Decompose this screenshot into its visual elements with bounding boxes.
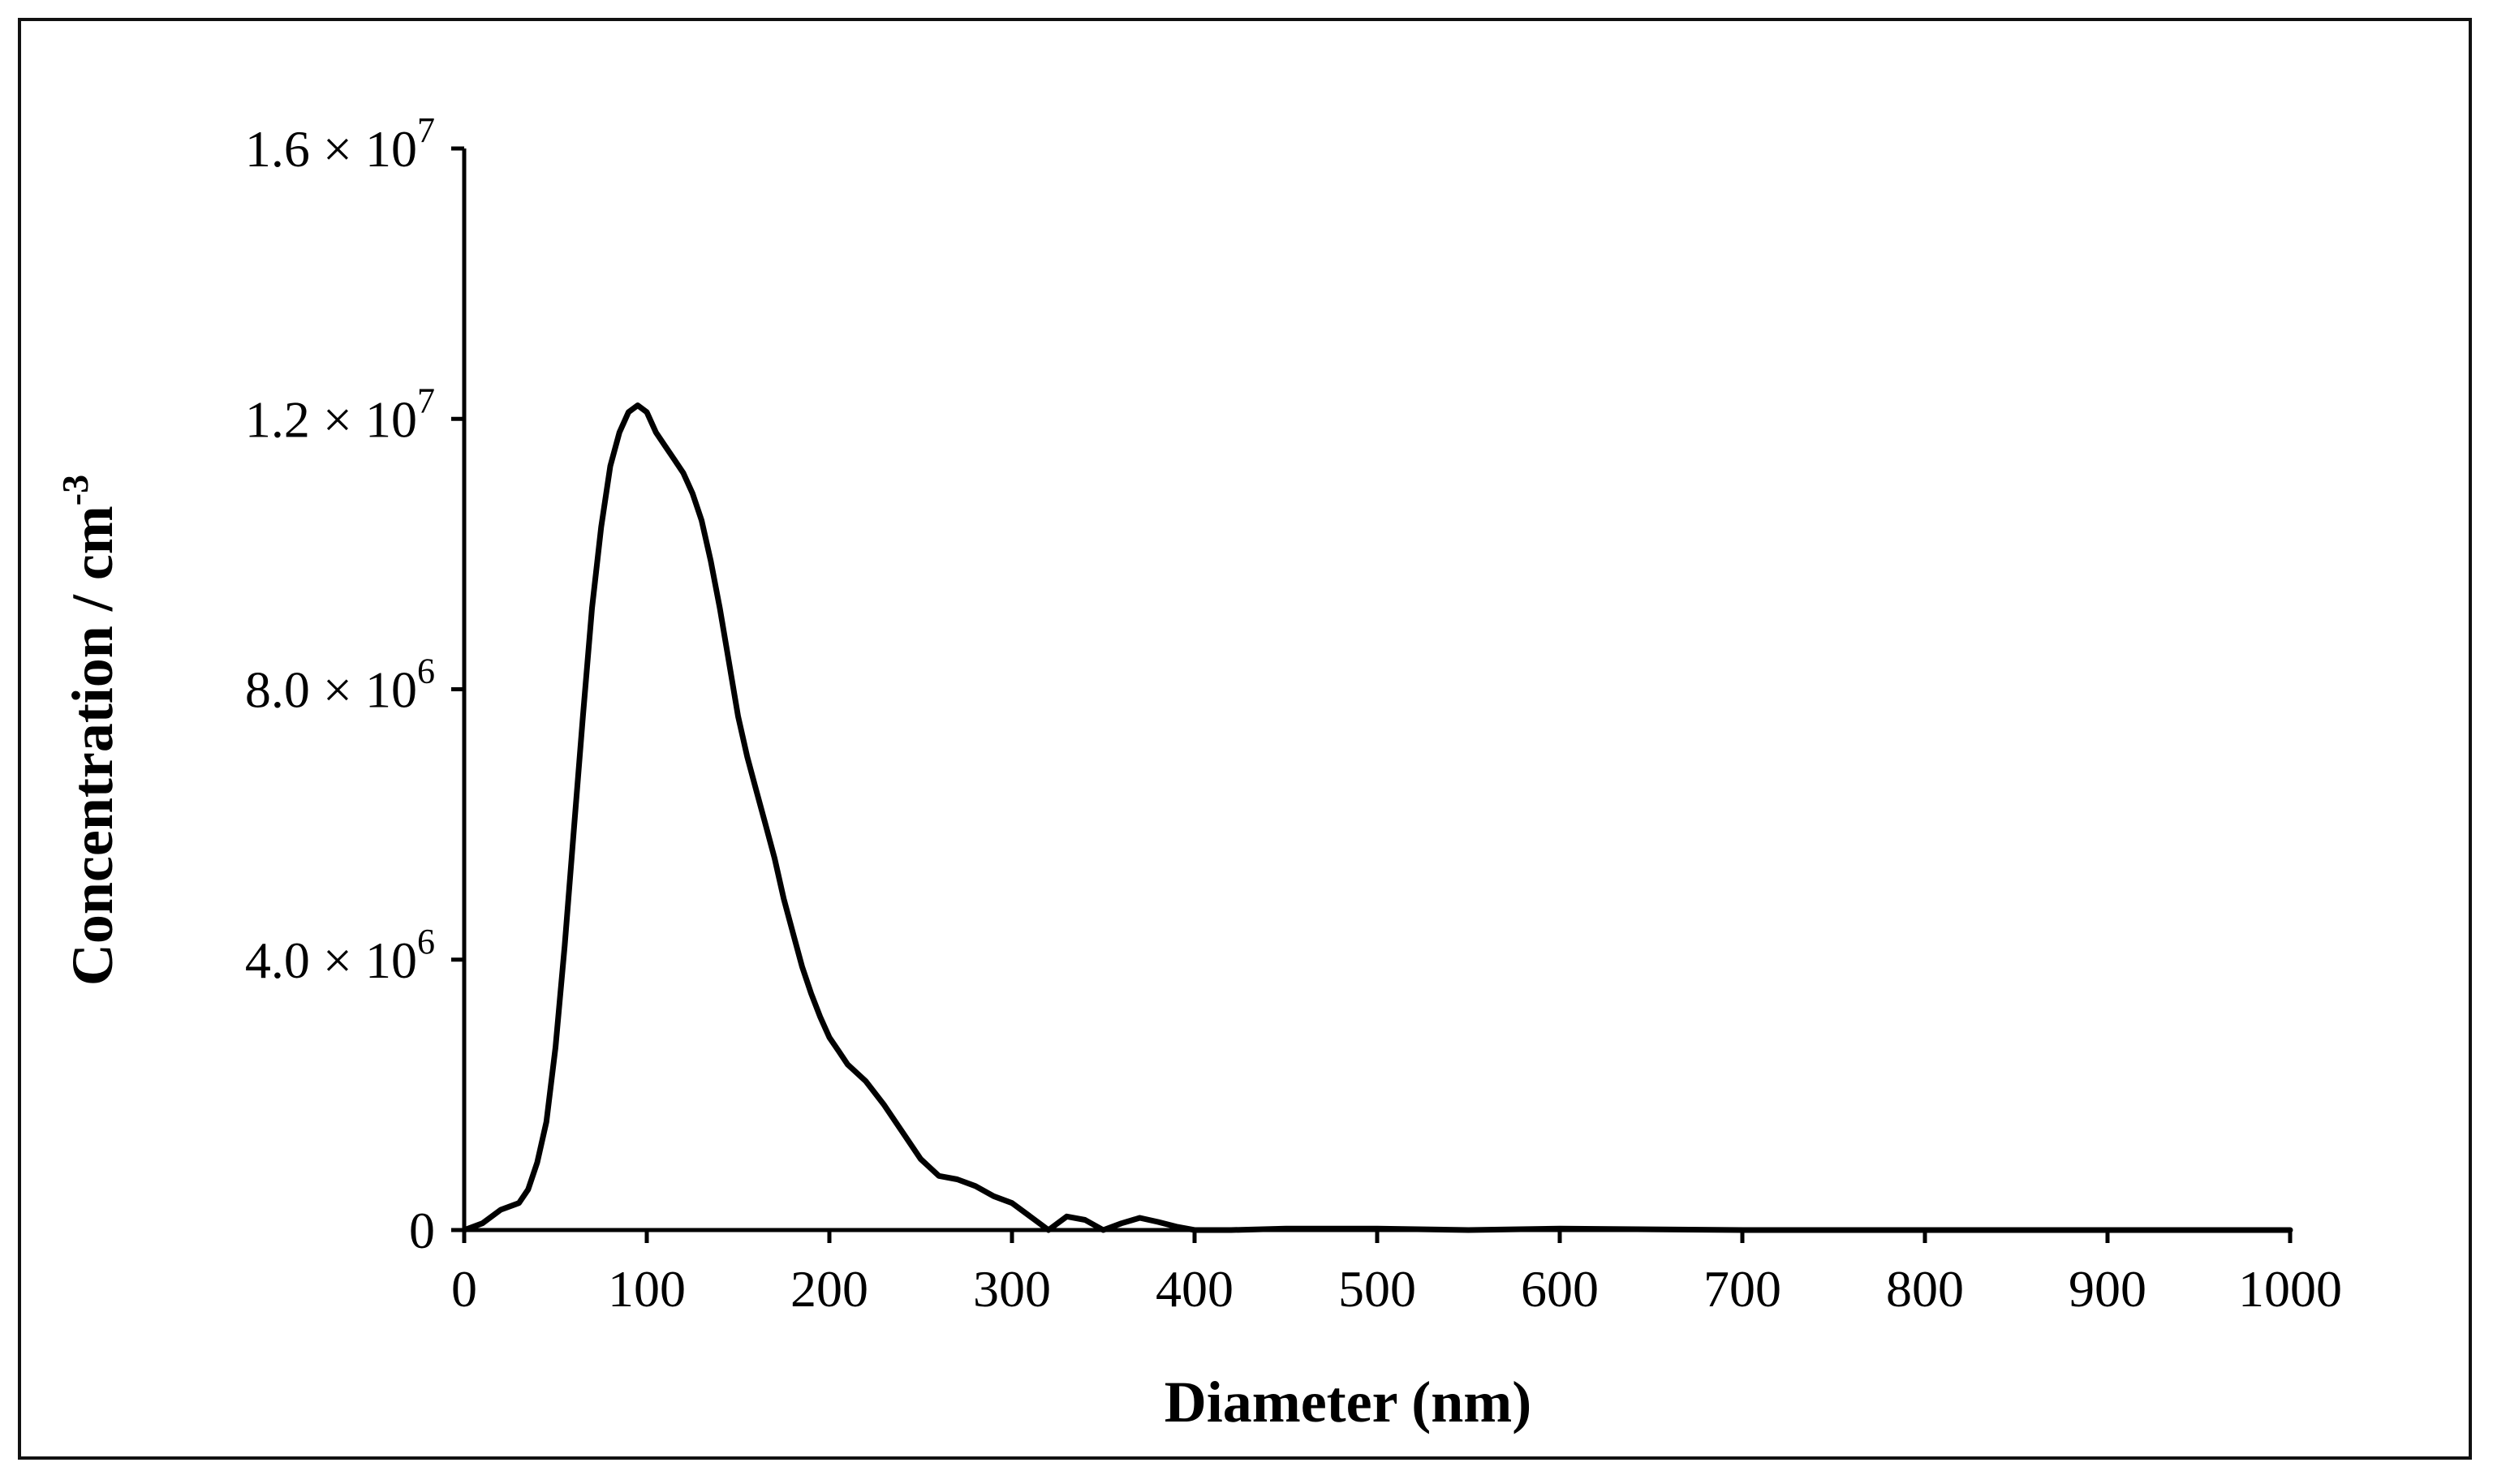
y-tick-mantissa: 1.2 × 10 [245, 390, 417, 448]
y-tick-exponent: 7 [417, 110, 435, 150]
y-tick-exponent: 6 [417, 922, 435, 961]
figure-frame [18, 18, 2472, 1460]
x-tick-label: 600 [1521, 1260, 1599, 1318]
x-tick-label: 900 [2069, 1260, 2146, 1318]
y-axis-title: Concentration / cm-3 [54, 475, 125, 986]
y-axis-title-text: Concentration / cm [60, 505, 125, 986]
y-tick-mantissa: 0 [409, 1202, 435, 1259]
x-axis-ticks: 0 100 200 300 400 500 600 700 800 900 1000 [451, 1230, 2342, 1318]
x-tick-label: 400 [1156, 1260, 1234, 1318]
y-tick-label: 4.0 × 106 [245, 922, 435, 989]
y-tick-exponent: 6 [417, 652, 435, 691]
y-tick-label: 1.6 × 107 [245, 110, 435, 178]
x-tick-label: 1000 [2238, 1260, 2342, 1318]
y-tick-label: 0 [409, 1202, 435, 1259]
x-tick-label: 100 [608, 1260, 686, 1318]
y-tick-mantissa: 1.6 × 10 [245, 120, 417, 178]
x-tick-label: 500 [1338, 1260, 1416, 1318]
y-axis-title-superscript: -3 [54, 475, 96, 505]
y-tick-exponent: 7 [417, 381, 435, 420]
series-line [461, 402, 2293, 1233]
x-tick-label: 0 [451, 1260, 477, 1318]
x-tick-label: 300 [973, 1260, 1051, 1318]
y-tick-mantissa: 8.0 × 10 [245, 661, 417, 719]
x-tick-label: 700 [1703, 1260, 1781, 1318]
x-tick-label: 800 [1886, 1260, 1964, 1318]
x-tick-label: 200 [790, 1260, 868, 1318]
x-axis-title: Diameter (nm) [1165, 1370, 1532, 1435]
y-tick-label: 1.2 × 107 [245, 381, 435, 448]
y-tick-mantissa: 4.0 × 10 [245, 931, 417, 989]
y-tick-label: 8.0 × 106 [245, 652, 435, 719]
